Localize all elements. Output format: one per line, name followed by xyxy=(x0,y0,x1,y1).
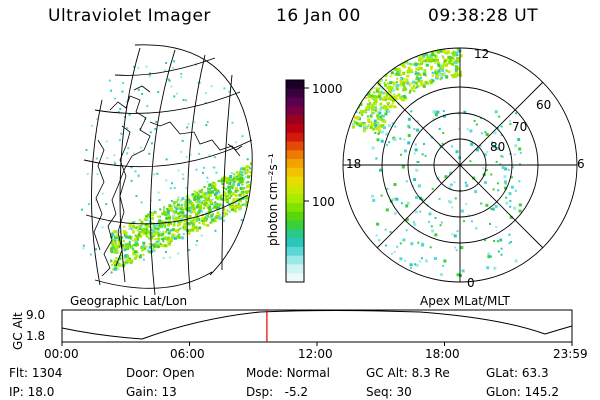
colorbar-segment xyxy=(286,202,304,213)
instrument-title: Ultraviolet Imager xyxy=(48,6,211,26)
mlt-label-6: 6 xyxy=(577,157,585,171)
colorbar-segment xyxy=(286,106,304,116)
colorbar-label-100: 100 xyxy=(312,195,335,209)
ip-label: IP: xyxy=(9,385,24,399)
colorbar-segment xyxy=(286,229,304,239)
lat-label-60: 60 xyxy=(536,98,552,112)
gain-label: Gain: xyxy=(126,385,158,399)
ip-field: IP: 18.0 xyxy=(9,385,54,399)
colorbar-segment xyxy=(286,264,304,274)
colorbar-frame xyxy=(285,79,305,283)
polar-grid xyxy=(342,47,578,283)
seq-value: 30 xyxy=(396,385,412,399)
colorbar-segment xyxy=(286,238,304,248)
altitude-xtick-0600: 06:00 xyxy=(170,347,205,361)
polar-plot xyxy=(342,47,578,283)
colorbar-segment xyxy=(286,97,304,107)
gcalt-value: 8.3 Re xyxy=(411,366,450,380)
lat-label-80: 80 xyxy=(490,140,506,154)
colorbar xyxy=(285,79,309,283)
dsp-label: Dsp: xyxy=(246,385,274,399)
colorbar-segment xyxy=(286,211,304,222)
mlt-label-18: 18 xyxy=(346,157,362,171)
geographic-map xyxy=(80,44,253,296)
altitude-plot xyxy=(61,309,573,346)
altitude-ytick-max: 9.0 xyxy=(26,308,46,322)
gcalt-field: GC Alt: 8.3 Re xyxy=(366,366,450,380)
seq-label: Seq: xyxy=(366,385,393,399)
glon-value: 145.2 xyxy=(524,385,559,399)
altitude-xtick-2359: 23:59 xyxy=(553,347,588,361)
colorbar-segment xyxy=(286,194,304,204)
colorbar-segment xyxy=(286,255,304,266)
colorbar-segment xyxy=(286,150,304,160)
colorbar-segment xyxy=(286,123,304,134)
colorbar-segment xyxy=(286,115,304,125)
door-field: Door: Open xyxy=(126,366,195,380)
door-label: Door: xyxy=(126,366,159,380)
altitude-plot-frame xyxy=(61,309,573,343)
geo-panel-label: Geographic Lat/Lon xyxy=(70,294,188,308)
colorbar-segment xyxy=(286,185,304,195)
glon-field: GLon: 145.2 xyxy=(486,385,559,399)
colorbar-segment xyxy=(286,246,304,257)
gain-field: Gain: 13 xyxy=(126,385,177,399)
altitude-ylabel: GC Alt xyxy=(11,312,25,350)
seq-field: Seq: 30 xyxy=(366,385,412,399)
gain-value: 13 xyxy=(161,385,177,399)
altitude-xtick-1200: 12:00 xyxy=(298,347,333,361)
mlt-label-0: 0 xyxy=(467,276,475,290)
geo-grid-lines xyxy=(83,44,253,296)
colorbar-segment xyxy=(286,88,304,99)
gcalt-label: GC Alt: xyxy=(366,366,408,380)
colorbar-segment xyxy=(286,273,304,283)
colorbar-segment xyxy=(286,220,304,230)
colorbar-segment xyxy=(286,80,304,90)
geo-aurora-emission xyxy=(80,60,253,274)
date-label: 16 Jan 00 xyxy=(276,6,361,26)
time-label: 09:38:28 UT xyxy=(428,6,539,26)
coastlines xyxy=(93,85,243,277)
colorbar-segment xyxy=(286,159,304,169)
altitude-xtick-1800: 18:00 xyxy=(425,347,460,361)
polar-panel-label: Apex MLat/MLT xyxy=(420,294,510,308)
altitude-x-ticks xyxy=(61,342,573,346)
altitude-xtick-0000: 00:00 xyxy=(44,347,79,361)
flt-label: Flt: xyxy=(9,366,28,380)
colorbar-label-1000: 1000 xyxy=(312,82,343,96)
mode-field: Mode: Normal xyxy=(246,366,330,380)
ip-value: 18.0 xyxy=(27,385,55,399)
altitude-curve xyxy=(61,310,573,340)
door-value: Open xyxy=(162,366,195,380)
glon-label: GLon: xyxy=(486,385,521,399)
colorbar-segment xyxy=(286,132,304,143)
colorbar-segment xyxy=(286,176,304,186)
flt-value: 1304 xyxy=(31,366,63,380)
mode-value: Normal xyxy=(286,366,330,380)
glat-value: 63.3 xyxy=(521,366,549,380)
lat-label-70: 70 xyxy=(512,120,528,134)
colorbar-segment xyxy=(286,141,304,151)
colorbar-segment xyxy=(286,167,304,178)
mlt-label-12: 12 xyxy=(474,47,490,61)
dsp-value: -5.2 xyxy=(284,385,309,399)
dsp-field: Dsp: -5.2 xyxy=(246,385,308,399)
colorbar-unit: photon cm⁻²s⁻¹ xyxy=(266,153,280,246)
glat-field: GLat: 63.3 xyxy=(486,366,549,380)
altitude-ytick-min: 1.8 xyxy=(26,329,46,343)
glat-label: GLat: xyxy=(486,366,519,380)
mode-label: Mode: xyxy=(246,366,283,380)
polar-aurora-emission xyxy=(347,48,522,278)
flt-field: Flt: 1304 xyxy=(9,366,62,380)
